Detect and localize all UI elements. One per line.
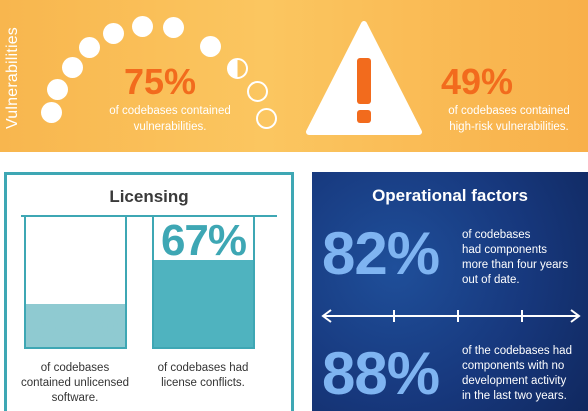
licensing-gauge-conflicts: 67%: [152, 215, 255, 349]
licensing-stat-67: 67%: [160, 216, 247, 265]
operational-stat-82-desc: of codebases had components more than fo…: [462, 228, 586, 288]
operational-title: Operational factors: [372, 186, 528, 205]
dial-dot: [62, 57, 83, 78]
warning-triangle-icon: [306, 21, 422, 135]
operational-stat-82-desc-line4: out of date.: [462, 274, 520, 286]
dial-dot: [132, 16, 153, 37]
gauge-fill: [26, 304, 125, 347]
operational-stat-82-desc-line3: more than four years: [462, 259, 569, 271]
licensing-section: Licensing 33% of codebases contained unl…: [4, 172, 294, 411]
operational-stat-88-desc: of the codebases had components with no …: [462, 344, 586, 404]
dial-dot: [79, 37, 100, 58]
vuln-stat-75: 75%: [124, 61, 197, 102]
vuln-stat-75-desc-line2: vulnerabilities.: [133, 121, 207, 133]
vuln-stat-49-desc-line1: of codebases contained: [448, 105, 570, 117]
operational-stat-82-desc-line2: had components: [462, 244, 548, 256]
vuln-stat-49-desc: of codebases contained high-risk vulnera…: [434, 103, 584, 135]
dial-dot-empty: [247, 81, 268, 102]
operational-stat-82: 82%: [322, 220, 440, 287]
operational-stat-82-desc-line1: of codebases: [462, 229, 531, 241]
licensing-stat-67-desc: of codebases had license conflicts.: [133, 361, 273, 391]
dial-dot-empty: [256, 108, 277, 129]
dial-dot: [41, 102, 62, 123]
dial-dot: [47, 79, 68, 100]
vulnerability-dial: [0, 0, 300, 152]
operational-stat-88-desc-line2: components with no: [462, 360, 565, 372]
licensing-stat-33: 33%: [32, 298, 119, 347]
licensing-gauge-unlicensed: 33%: [24, 215, 127, 349]
licensing-stat-33-desc-line3: software.: [51, 392, 99, 404]
licensing-stat-67-desc-line2: license conflicts.: [161, 377, 245, 389]
vuln-stat-75-desc-line1: of codebases contained: [109, 105, 231, 117]
timeline-arrow-icon: [321, 309, 581, 323]
operational-section: Operational factors 82% of codebases had…: [312, 172, 588, 411]
licensing-stat-33-desc: of codebases contained unlicensed softwa…: [5, 361, 145, 406]
licensing-stat-33-desc-line2: contained unlicensed: [20, 377, 130, 389]
dial-dot: [200, 36, 221, 57]
operational-stat-88-desc-line4: in the last two years.: [462, 390, 567, 402]
vuln-stat-49: 49%: [441, 61, 514, 102]
operational-stat-88-desc-line3: development activity: [462, 375, 567, 387]
licensing-stat-33-desc-line1: of codebases: [40, 362, 110, 374]
licensing-stat-67-desc-line1: of codebases had: [157, 362, 249, 374]
dial-dot: [163, 17, 184, 38]
operational-stat-88: 88%: [322, 340, 440, 407]
dial-dot: [103, 23, 124, 44]
vuln-stat-75-desc: of codebases contained vulnerabilities.: [90, 103, 250, 135]
licensing-title: Licensing: [109, 187, 189, 206]
vuln-stat-49-desc-line2: high-risk vulnerabilities.: [449, 121, 569, 133]
operational-stat-88-desc-line1: of the codebases had: [462, 345, 572, 357]
licensing-divider: [21, 215, 277, 217]
vulnerabilities-section: Vulnerabilities 75% of codebases contain…: [0, 0, 588, 152]
dial-dot-half: [227, 58, 248, 79]
gauge-fill: [154, 259, 253, 347]
